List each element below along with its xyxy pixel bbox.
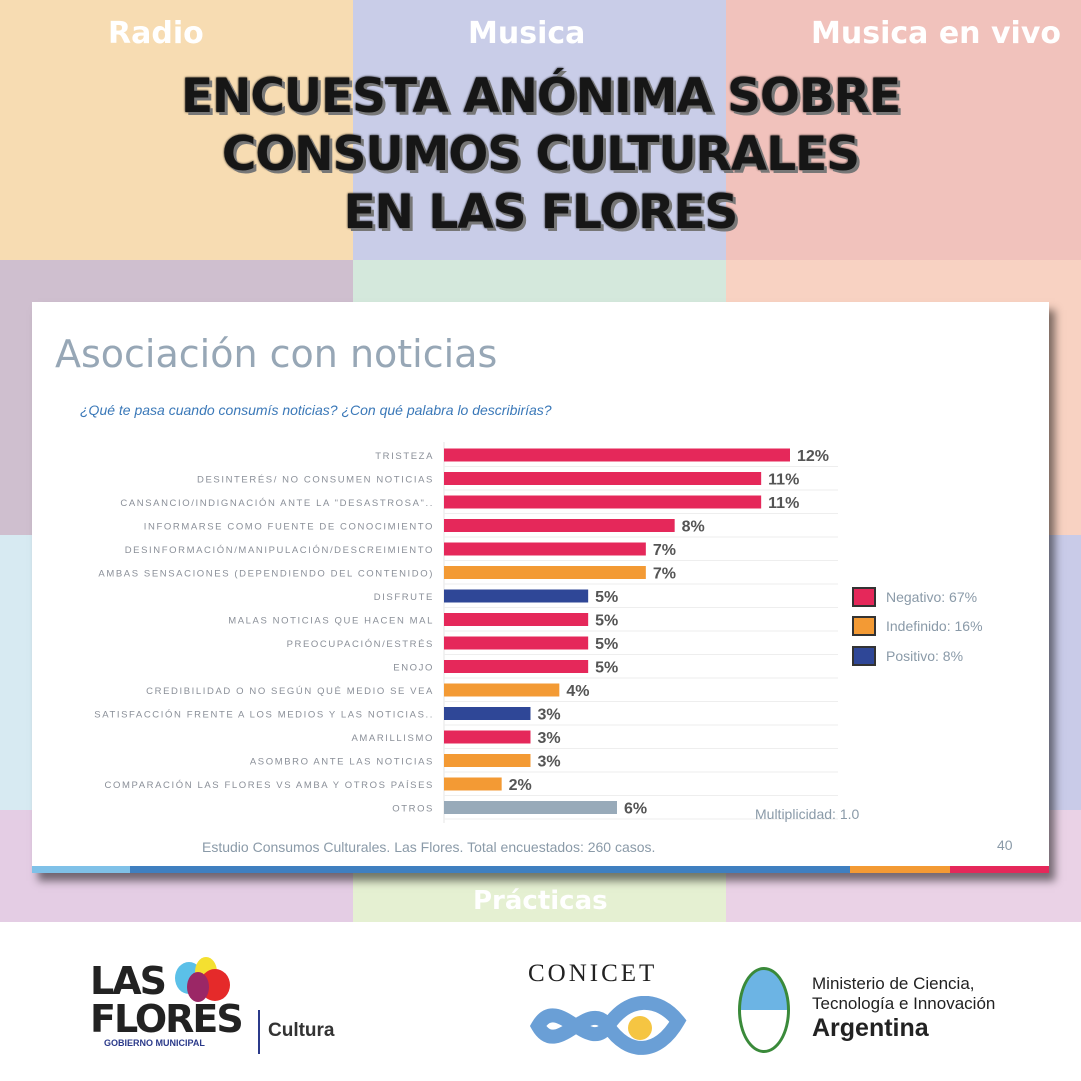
tile-label: Prácticas	[473, 886, 608, 916]
logo-subtext: GOBIERNO MUNICIPAL	[104, 1038, 205, 1048]
category-label: ENOJO	[393, 663, 434, 674]
chart-subtitle: ¿Qué te pasa cuando consumís noticias? ¿…	[80, 402, 552, 418]
category-label: OTROS	[392, 804, 434, 815]
bar-chart: TRISTEZA 12% DESINTERÉS/ NO CONSUMEN NOTIC…	[94, 442, 838, 823]
category-label: DISFRUTE	[374, 592, 434, 603]
legend-swatch	[852, 645, 876, 666]
ministerio-text: Ministerio de Ciencia,	[812, 974, 975, 993]
legend-label: Negativo: 67%	[886, 588, 978, 605]
value-label: 5%	[595, 589, 618, 606]
page-number: 40	[997, 837, 1013, 853]
value-label: 7%	[653, 542, 676, 559]
cultura-label: Cultura	[268, 1020, 335, 1041]
ministerio-logo: Ministerio de Ciencia, Tecnología e Inno…	[812, 974, 995, 1043]
category-label: MALAS NOTICIAS QUE HACEN MAL	[228, 616, 434, 627]
category-label: DESINFORMACIÓN/MANIPULACIÓN/DESCREIMIENT…	[125, 545, 434, 556]
value-label: 3%	[538, 707, 561, 724]
value-label: 11%	[768, 495, 799, 512]
value-label: 11%	[768, 472, 799, 489]
ministerio-text: Argentina	[812, 1014, 929, 1042]
category-label: TRISTEZA	[375, 451, 434, 462]
bar	[444, 801, 617, 814]
tile-label: Musica en vivo	[811, 16, 1061, 51]
legend-item: Indefinido: 16%	[852, 612, 983, 642]
footer-logos: LAS FLORES GOBIERNO MUNICIPAL Cultura CO…	[0, 922, 1081, 1081]
value-label: 5%	[595, 636, 618, 653]
bar	[444, 730, 531, 744]
value-label: 3%	[538, 754, 561, 771]
title-line: EN LAS FLORES	[343, 185, 739, 240]
bar	[444, 472, 762, 485]
argentina-coat-of-arms-icon	[738, 967, 790, 1053]
legend-item: Negativo: 67%	[852, 582, 983, 612]
value-label: 5%	[595, 613, 618, 630]
bar	[444, 589, 589, 603]
bar	[444, 448, 790, 462]
bar	[444, 777, 502, 791]
bar	[444, 707, 531, 720]
category-label: CANSANCIO/INDIGNACIÓN ANTE LA "DESASTROS…	[120, 498, 434, 509]
bar	[444, 636, 589, 650]
value-label: 5%	[595, 660, 618, 677]
legend-item: Positivo: 8%	[852, 641, 983, 671]
tile-label: Musica	[468, 16, 586, 51]
tile-musica: Musica	[353, 0, 726, 260]
bar	[444, 683, 560, 697]
category-label: COMPARACIÓN LAS FLORES VS AMBA Y OTROS P…	[105, 780, 434, 791]
value-label: 8%	[682, 519, 705, 536]
value-label: 3%	[538, 730, 561, 747]
category-label: SATISFACCIÓN FRENTE A LOS MEDIOS Y LAS N…	[94, 710, 434, 721]
category-label: CREDIBILIDAD O NO SEGÚN QUÉ MEDIO SE VEA	[146, 686, 434, 697]
bar	[444, 542, 646, 556]
bar	[444, 754, 531, 767]
tile-musica-vivo: Musica en vivo	[726, 0, 1081, 260]
conicet-text: CONICET	[528, 960, 658, 987]
conicet-logo: CONICET	[528, 960, 688, 1061]
bar	[444, 613, 589, 626]
value-label: 6%	[624, 801, 647, 818]
category-label: INFORMARSE COMO FUENTE DE CONOCIMIENTO	[144, 522, 434, 533]
logo-text: FLORES	[90, 997, 244, 1041]
value-label: 4%	[566, 683, 589, 700]
multiplicity-note: Multiplicidad: 1.0	[755, 806, 860, 822]
ministerio-text: Tecnología e Innovación	[812, 994, 996, 1013]
value-label: 12%	[797, 448, 829, 465]
bar	[444, 519, 675, 532]
category-label: ASOMBRO ANTE LAS NOTICIAS	[250, 757, 434, 768]
legend-swatch	[852, 616, 876, 637]
main-title: ENCUESTA ANÓNIMA SOBRE CONSUMOS CULTURAL…	[0, 68, 1081, 242]
tile-label: Radio	[108, 16, 204, 51]
category-label: AMARILLISMO	[351, 733, 434, 744]
title-line: ENCUESTA ANÓNIMA SOBRE	[180, 69, 901, 124]
bar	[444, 660, 589, 673]
bar	[444, 566, 646, 579]
bar	[444, 495, 762, 509]
category-label: AMBAS SENSACIONES (DEPENDIENDO DEL CONTE…	[98, 569, 434, 580]
chart-card: Asociación con noticias ¿Qué te pasa cua…	[32, 302, 1049, 873]
category-label: PREOCUPACIÓN/ESTRÉS	[287, 639, 434, 650]
category-label: DESINTERÉS/ NO CONSUMEN NOTICIAS	[197, 475, 434, 486]
value-label: 7%	[653, 566, 676, 583]
legend-label: Indefinido: 16%	[886, 618, 983, 635]
value-label: 2%	[509, 777, 532, 794]
logo-text: LAS	[90, 959, 167, 1003]
tile-radio: Radio	[0, 0, 353, 260]
footnote: Estudio Consumos Culturales. Las Flores.…	[202, 839, 656, 855]
las-flores-logo: LAS FLORES GOBIERNO MUNICIPAL Cultura	[90, 957, 335, 1054]
legend-label: Positivo: 8%	[886, 647, 964, 664]
chart-title: Asociación con noticias	[55, 332, 498, 376]
legend: Negativo: 67% Indefinido: 16% Positivo: 8%	[852, 582, 983, 671]
title-line: CONSUMOS CULTURALES	[221, 127, 860, 182]
legend-swatch	[852, 586, 876, 607]
